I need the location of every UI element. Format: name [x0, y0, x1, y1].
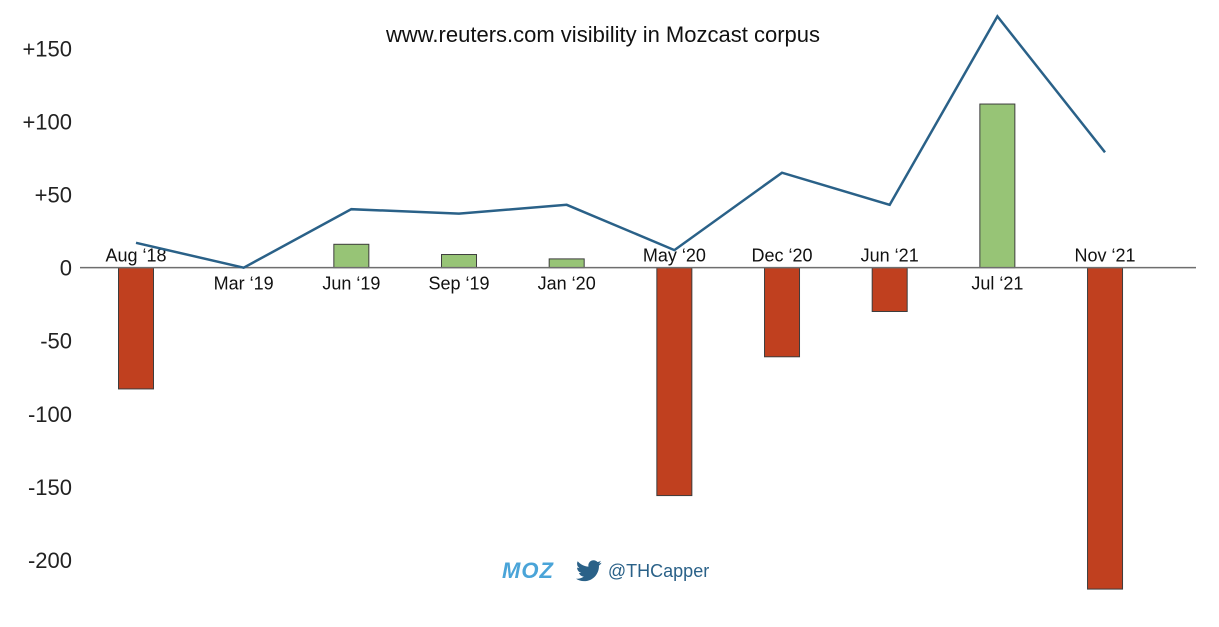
bar [979, 103, 1016, 269]
x-tick-label: May ‘20 [643, 246, 706, 266]
bar [871, 267, 908, 312]
twitter-handle: @THCapper [607, 560, 710, 581]
twitter-bird-icon [575, 560, 602, 582]
y-tick-label: +150 [22, 37, 72, 62]
bar [548, 258, 585, 269]
y-tick-label: 0 [60, 256, 72, 281]
bar [764, 267, 801, 358]
y-tick-label: -50 [40, 329, 72, 354]
bar [1087, 267, 1124, 590]
bar [333, 243, 370, 269]
footer: MOZ @THCapper [502, 558, 709, 584]
x-tick-label: Nov ‘21 [1075, 246, 1136, 266]
moz-logo-icon: MOZ [502, 558, 554, 583]
y-axis: +150 +100 +50 0 -50 -100 -150 -200 [22, 37, 72, 573]
x-tick-label: Jun ‘21 [861, 246, 919, 266]
bar-series [118, 103, 1124, 590]
y-tick-label: -200 [28, 548, 72, 573]
chart-title: www.reuters.com visibility in Mozcast co… [385, 22, 820, 47]
bar [441, 254, 478, 269]
y-tick-label: +100 [22, 110, 72, 135]
x-tick-label: Mar ‘19 [214, 274, 274, 294]
y-tick-label: -150 [28, 475, 72, 500]
x-tick-label: Jun ‘19 [322, 274, 380, 294]
y-tick-label: +50 [35, 183, 72, 208]
bar [656, 267, 693, 497]
x-tick-label: Aug ‘18 [105, 246, 166, 266]
y-tick-label: -100 [28, 402, 72, 427]
x-tick-label: Dec ‘20 [752, 246, 813, 266]
x-tick-label: Jan ‘20 [538, 274, 596, 294]
bar [118, 267, 154, 390]
x-axis-labels: Aug ‘18 Mar ‘19 Jun ‘19 Sep ‘19 Jan ‘20 May ‘… [105, 246, 1135, 294]
line-series [135, 14, 1106, 270]
x-tick-label: Jul ‘21 [971, 274, 1023, 294]
twitter-link[interactable]: @THCapper [575, 560, 710, 582]
x-tick-label: Sep ‘19 [428, 274, 489, 294]
